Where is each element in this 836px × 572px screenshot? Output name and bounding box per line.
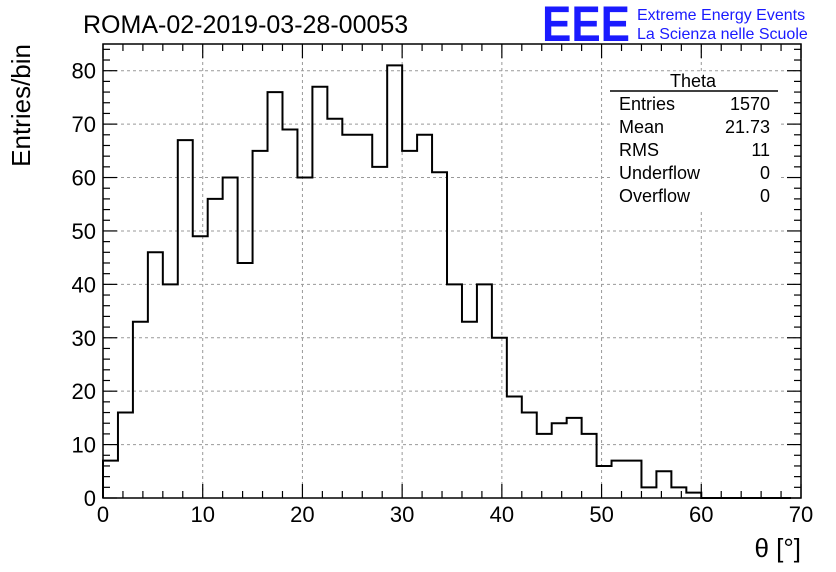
histogram-bin (567, 418, 582, 498)
histogram-bin (612, 461, 627, 498)
x-tick-label: 20 (290, 502, 314, 527)
stats-box: Theta Entries 1570 Mean 21.73 RMS 11 Underflow… (610, 71, 778, 212)
x-tick-labels: 0 10 20 30 40 50 60 70 (97, 502, 813, 527)
x-tick-label: 30 (390, 502, 414, 527)
histogram-bin (357, 135, 372, 498)
histogram-bin (507, 397, 522, 498)
stats-box-title: Theta (670, 71, 717, 91)
y-tick-label: 30 (72, 326, 96, 351)
histogram-bin (537, 434, 552, 498)
stats-label: Underflow (619, 163, 701, 183)
histogram-bin (402, 151, 417, 498)
stats-box-rows: Entries 1570 Mean 21.73 RMS 11 Underflow 0 Overf… (619, 94, 770, 206)
histogram-bin (297, 178, 312, 498)
logo-line-1: Extreme Energy Events (637, 7, 805, 24)
y-tick-label: 50 (72, 219, 96, 244)
y-tick-label: 60 (72, 166, 96, 191)
histogram-bin (597, 466, 612, 498)
histogram-bin (417, 135, 432, 498)
histogram-bin (282, 129, 297, 498)
stats-value: 0 (760, 163, 770, 183)
y-tick-label: 40 (72, 272, 96, 297)
x-tick-label: 60 (689, 502, 713, 527)
histogram-bin (312, 87, 327, 498)
histogram-bin (492, 338, 507, 498)
histogram-bin (462, 322, 477, 498)
histogram-bin (627, 461, 642, 498)
histogram-bin (342, 135, 357, 498)
histogram-bin (552, 423, 567, 498)
histogram-bin (327, 119, 342, 498)
histogram-bin (178, 140, 193, 498)
histogram-bin (208, 199, 223, 498)
logo-line-2: La Scienza nelle Scuole (637, 26, 808, 43)
y-tick-label: 70 (72, 112, 96, 137)
stats-label: Overflow (619, 186, 691, 206)
x-tick-label: 50 (589, 502, 613, 527)
y-tick-label: 20 (72, 379, 96, 404)
x-axis-label: θ [°] (754, 533, 801, 563)
histogram-bin (641, 487, 656, 498)
x-tick-label: 0 (97, 502, 109, 527)
histogram-bin (268, 92, 283, 498)
histogram-outline (102, 64, 792, 499)
histogram-bin (372, 167, 387, 498)
y-tick-label: 10 (72, 433, 96, 458)
histogram-bin (148, 252, 163, 498)
stats-label: Mean (619, 117, 664, 137)
histogram-bin (387, 65, 402, 498)
y-tick-label: 80 (72, 59, 96, 84)
eee-logo: EEE Extreme Energy Events La Scienza nel… (542, 0, 808, 52)
plot-frame (102, 43, 802, 499)
stats-value: 0 (760, 186, 770, 206)
grid-lines (103, 44, 801, 498)
x-tick-label: 40 (490, 502, 514, 527)
stats-value: 21.73 (725, 117, 770, 137)
stats-label: Entries (619, 94, 675, 114)
histogram-bin (522, 413, 537, 498)
x-tick-label: 70 (789, 502, 813, 527)
y-axis-label: Entries/bin (6, 44, 36, 167)
y-tick-label: 0 (84, 486, 96, 511)
stats-label: RMS (619, 140, 659, 160)
histogram-bin (656, 471, 671, 498)
histogram-bin (193, 236, 208, 498)
axis-ticks (102, 44, 802, 499)
histogram-bin (582, 434, 597, 498)
histogram-bin (133, 322, 148, 498)
y-tick-labels: 0 10 20 30 40 50 60 70 80 (72, 59, 96, 511)
x-tick-label: 10 (190, 502, 214, 527)
run-title: ROMA-02-2019-03-28-00053 (83, 11, 408, 39)
stats-value: 11 (751, 140, 770, 160)
stats-value: 1570 (730, 94, 770, 114)
histogram-bin (671, 487, 686, 498)
histogram-bin (432, 172, 447, 498)
histogram-bin (118, 413, 133, 498)
histogram-bin (253, 151, 268, 498)
histogram-bin (238, 263, 253, 498)
stats-box-background (610, 72, 778, 212)
